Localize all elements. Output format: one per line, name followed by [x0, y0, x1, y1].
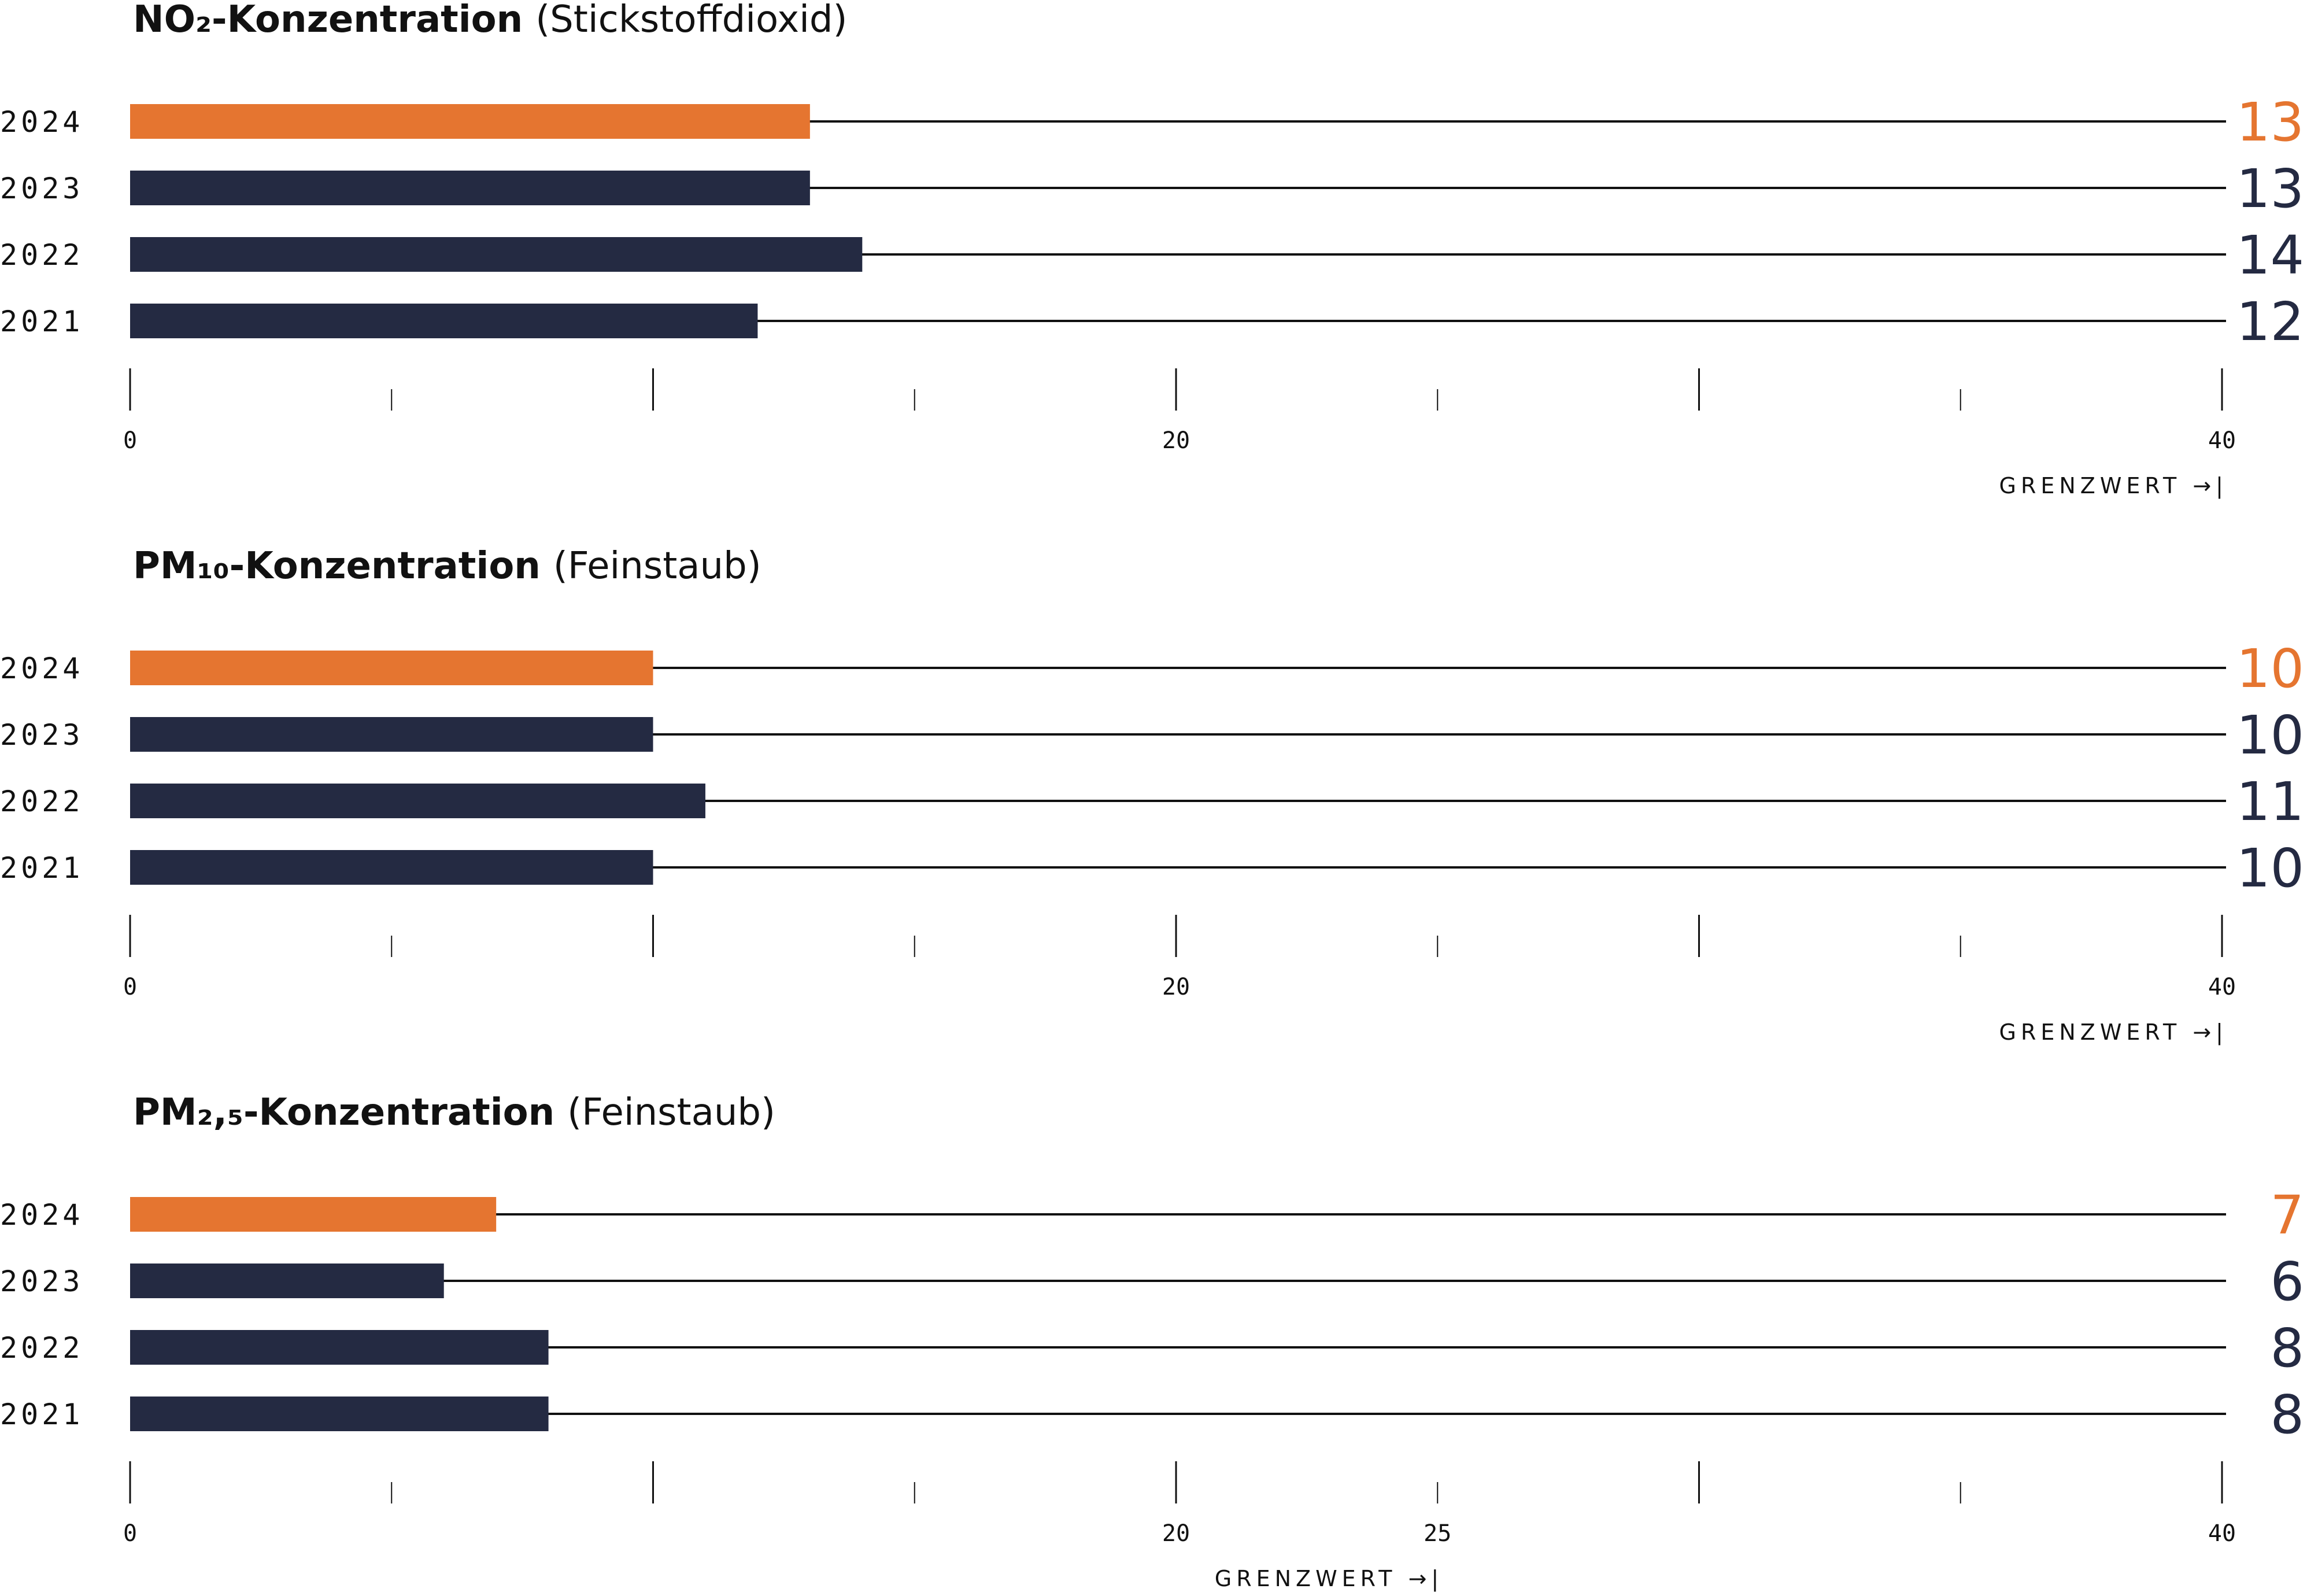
limit-label: GRENZWERT →| [1999, 1019, 2228, 1045]
year-label: 2023 [0, 718, 83, 752]
year-label: 2021 [0, 305, 83, 338]
bar [130, 1330, 549, 1365]
year-label: 2024 [0, 652, 83, 685]
tick-label: 0 [123, 974, 137, 1000]
value-label: 6 [2270, 1251, 2304, 1313]
bar [130, 171, 810, 205]
chart-panel: NO₂-Konzentration (Stickstoffdioxid) 2024 1… [0, 0, 2304, 499]
chart-title-sub: (Stickstoffdioxid) [535, 0, 847, 41]
value-label: 10 [2236, 638, 2304, 700]
tick-label: 40 [2208, 974, 2236, 1000]
value-label: 8 [2270, 1384, 2304, 1446]
bar [130, 1396, 549, 1431]
chart-title-sub: (Feinstaub) [567, 1091, 775, 1134]
bar [130, 717, 653, 752]
tick-label: 20 [1162, 427, 1190, 454]
tick-label: 20 [1162, 1520, 1190, 1547]
year-label: 2022 [0, 785, 83, 818]
chart-title: NO₂-Konzentration (Stickstoffdioxid) [133, 0, 847, 41]
value-label: 7 [2270, 1184, 2304, 1246]
bar [130, 1197, 497, 1232]
chart-title: PM₂,₅-Konzentration (Feinstaub) [133, 1091, 775, 1134]
value-label: 10 [2236, 837, 2304, 899]
chart-title: PM₁₀-Konzentration (Feinstaub) [133, 545, 761, 588]
year-label: 2024 [0, 1198, 83, 1232]
bar [130, 237, 863, 272]
value-label: 11 [2236, 771, 2304, 833]
bar [130, 850, 653, 885]
tick-label: 25 [1424, 1520, 1451, 1547]
limit-label: GRENZWERT →| [1215, 1566, 1443, 1592]
year-label: 2023 [0, 172, 83, 205]
value-label: 14 [2236, 224, 2304, 286]
bar [130, 1264, 444, 1298]
value-label: 12 [2236, 291, 2304, 353]
bar [130, 104, 810, 139]
tick-label: 0 [123, 1520, 137, 1547]
chart-title-main: PM₂,₅-Konzentration [133, 1091, 554, 1134]
chart-title-main: NO₂-Konzentration [133, 0, 523, 41]
chart-panel: PM₁₀-Konzentration (Feinstaub) 2024 10 2023 1… [0, 545, 2304, 1045]
bar [130, 304, 758, 338]
chart-panel: PM₂,₅-Konzentration (Feinstaub) 2024 7 2023 6… [0, 1091, 2304, 1592]
value-label: 10 [2236, 704, 2304, 766]
year-label: 2024 [0, 105, 83, 139]
value-label: 13 [2236, 158, 2304, 220]
tick-label: 40 [2208, 1520, 2236, 1547]
tick-label: 40 [2208, 427, 2236, 454]
year-label: 2023 [0, 1265, 83, 1298]
value-label: 8 [2270, 1317, 2304, 1379]
bar [130, 784, 705, 818]
year-label: 2022 [0, 238, 83, 272]
bar [130, 651, 653, 685]
tick-label: 20 [1162, 974, 1190, 1000]
year-label: 2022 [0, 1331, 83, 1365]
value-label: 13 [2236, 91, 2304, 153]
year-label: 2021 [0, 1398, 83, 1431]
chart-title-main: PM₁₀-Konzentration [133, 545, 541, 588]
chart-title-sub: (Feinstaub) [553, 545, 761, 588]
tick-label: 0 [123, 427, 137, 454]
limit-label: GRENZWERT →| [1999, 473, 2228, 499]
year-label: 2021 [0, 851, 83, 885]
